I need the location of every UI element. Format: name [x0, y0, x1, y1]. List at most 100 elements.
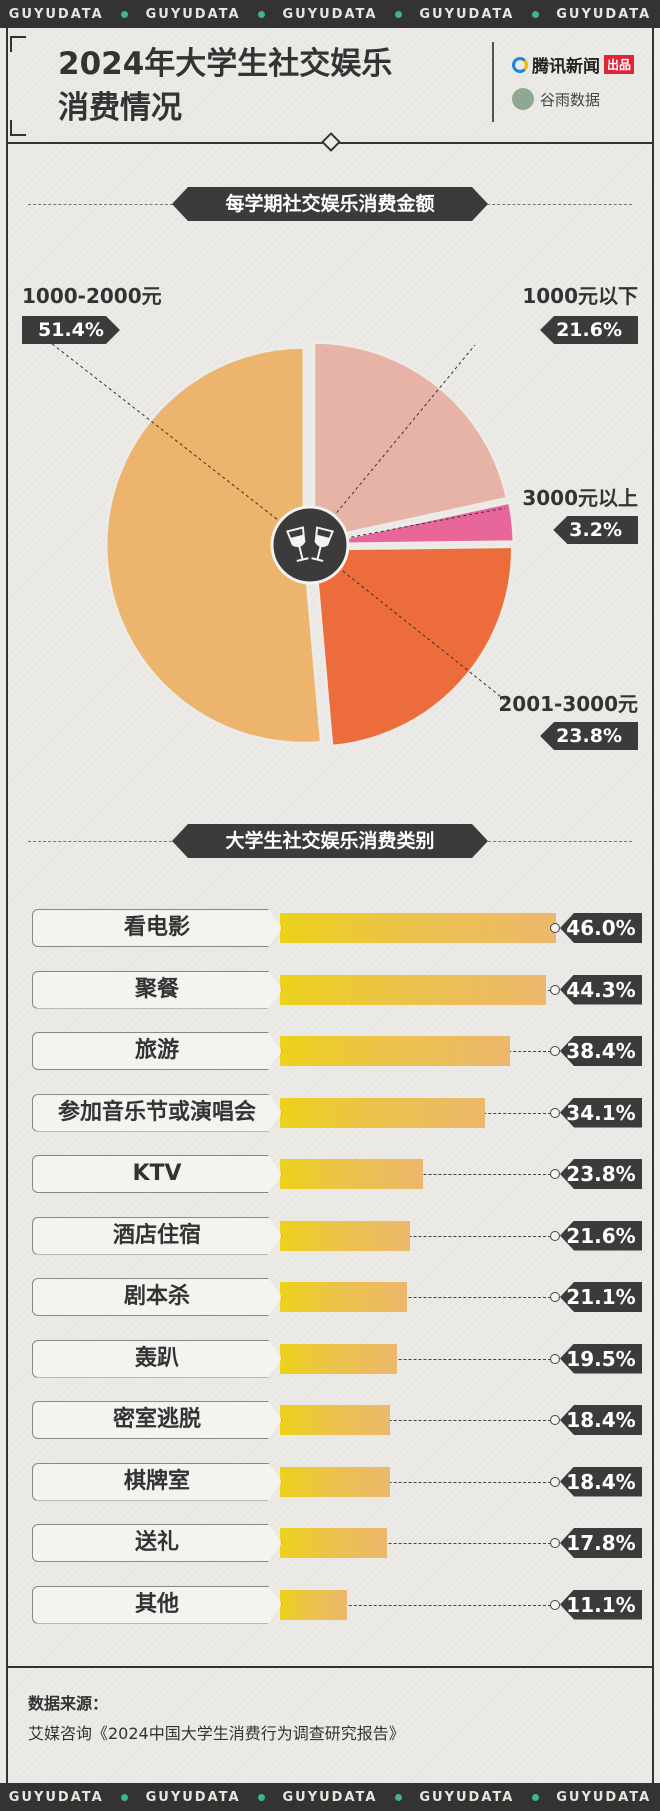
bar-leader-line — [294, 1235, 556, 1237]
bar — [280, 1036, 511, 1066]
bar — [280, 1220, 410, 1251]
pie-value-over-3000: 3.2% — [553, 516, 638, 544]
band-text: GUYUDATA — [8, 1789, 104, 1805]
bar — [280, 1159, 423, 1189]
band-text: GUYUDATA — [8, 6, 104, 22]
bar-leader-knob — [550, 1476, 560, 1487]
header-separator — [492, 42, 494, 122]
bar-value-label: 46.0% — [560, 913, 642, 943]
brand-guyu-name: 谷雨数据 — [540, 90, 601, 109]
bar-leader-knob — [550, 1599, 560, 1610]
bar — [280, 1405, 391, 1435]
band-text: GUYUDATA — [282, 1789, 378, 1805]
band-text: GUYUDATA — [145, 6, 241, 22]
section2-title: 大学生社交娱乐消费类别 — [172, 824, 488, 858]
band-text: GUYUDATA — [145, 1789, 241, 1805]
source-title: 数据来源： — [28, 1694, 109, 1713]
bar-row: 剧本杀 21.1% — [32, 1278, 642, 1316]
bar-row: 看电影 46.0% — [32, 909, 642, 947]
bar-leader-line — [294, 1420, 556, 1421]
pie-label-over-3000: 3000元以上 — [522, 486, 638, 510]
band-text: GUYUDATA — [556, 6, 652, 22]
section-dash-right — [482, 204, 632, 205]
bar-row: 旅游 38.4% — [32, 1032, 642, 1070]
band-text: GUYUDATA — [419, 6, 515, 22]
bar-leader-line — [294, 1604, 556, 1606]
bar — [280, 1589, 347, 1620]
band-dot — [394, 1793, 402, 1801]
bar-leader-knob — [550, 923, 560, 933]
bar-leader-line — [294, 1297, 556, 1298]
bar-category-label: 酒店住宿 — [32, 1216, 282, 1255]
band-dot — [121, 1793, 129, 1801]
bar-category-label: 棋牌室 — [32, 1462, 282, 1501]
page-title: 2024年大学生社交娱乐 消费情况 — [58, 42, 478, 130]
bar — [280, 1528, 387, 1558]
band-text: GUYUDATA — [419, 1789, 515, 1805]
bar-leader-knob — [550, 1415, 560, 1425]
pie-label-under-1000: 1000元以下 — [522, 284, 638, 308]
pie-leader-line — [23, 321, 311, 546]
bar-leader-line — [294, 1174, 556, 1175]
band-dot — [258, 10, 266, 18]
bar-leader-line — [294, 1543, 556, 1544]
bar-row: 送礼 17.8% — [32, 1524, 642, 1562]
band-text: GUYUDATA — [556, 1789, 652, 1805]
section-dash-left — [28, 841, 182, 842]
brand-tencent-tag: 出品 — [604, 55, 635, 74]
bar — [280, 1343, 397, 1374]
band-dot — [394, 10, 402, 18]
page-title-line2: 消费情况 — [58, 90, 182, 126]
pie-value-under-1000: 21.6% — [540, 316, 638, 344]
bar-leader-knob — [550, 1353, 560, 1364]
bar-value-label: 18.4% — [560, 1405, 642, 1435]
bar-row: 轰趴 19.5% — [32, 1339, 642, 1378]
bar-leader-knob — [550, 1046, 560, 1056]
top-band: GUYUDATA GUYUDATA GUYUDATA GUYUDATA GUYU… — [0, 0, 660, 28]
band-dot — [258, 1793, 266, 1801]
pie-label-2001-3000: 2001-3000元 — [498, 692, 638, 716]
bar-value-label: 38.4% — [560, 1036, 642, 1066]
bar-category-label: 看电影 — [32, 909, 282, 947]
bar-row: 聚餐 44.3% — [32, 970, 642, 1009]
pie-slice-2001-3000 — [312, 545, 514, 748]
bar-value-label: 18.4% — [560, 1466, 642, 1497]
pie-value-2001-3000: 23.8% — [540, 722, 638, 750]
bar-leader-line — [294, 1481, 556, 1483]
pie-chart — [23, 321, 516, 748]
pie-label-1000-2000: 1000-2000元 — [22, 284, 162, 308]
bar-leader-knob — [550, 1107, 560, 1118]
bar-leader-line — [294, 1358, 556, 1360]
pie-leader-line — [309, 344, 476, 546]
bar — [280, 913, 556, 943]
corner-top-left — [10, 36, 26, 52]
bar-category-label: 剧本杀 — [32, 1278, 282, 1316]
bar — [280, 1466, 391, 1497]
section1-header: 每学期社交娱乐消费金额 — [0, 187, 660, 221]
section-dash-right — [478, 841, 632, 842]
section1-title: 每学期社交娱乐消费金额 — [172, 187, 488, 221]
bar-category-label: 其他 — [32, 1585, 282, 1624]
bar-row: KTV 23.8% — [32, 1155, 642, 1193]
section2-header: 大学生社交娱乐消费类别 — [0, 824, 660, 858]
bar-row: 其他 11.1% — [32, 1585, 642, 1624]
guyu-logo-icon — [512, 88, 534, 110]
pie-value-1000-2000: 51.4% — [22, 316, 120, 344]
section-dash-left — [28, 204, 178, 205]
pie-slice-1000-2000 — [104, 345, 323, 745]
bar-value-label: 23.8% — [560, 1159, 642, 1189]
bar-category-label: 送礼 — [32, 1524, 282, 1562]
bar-leader-knob — [550, 984, 560, 995]
brand-tencent-name: 腾讯新闻 — [532, 57, 600, 77]
bar-value-label: 17.8% — [560, 1528, 642, 1558]
band-dot — [121, 10, 129, 18]
bar-value-label: 44.3% — [560, 974, 642, 1005]
bar-row: 棋牌室 18.4% — [32, 1462, 642, 1501]
source-text: 艾媒咨询《2024中国大学生消费行为调查研究报告》 — [28, 1724, 405, 1743]
band-dot — [531, 10, 539, 18]
bar-category-label: 参加音乐节或演唱会 — [32, 1093, 282, 1132]
bar-row: 参加音乐节或演唱会 34.1% — [32, 1093, 642, 1132]
bottom-band: GUYUDATA GUYUDATA GUYUDATA GUYUDATA GUYU… — [0, 1783, 660, 1811]
bar-value-label: 19.5% — [560, 1343, 642, 1374]
bar-value-label: 34.1% — [560, 1097, 642, 1128]
